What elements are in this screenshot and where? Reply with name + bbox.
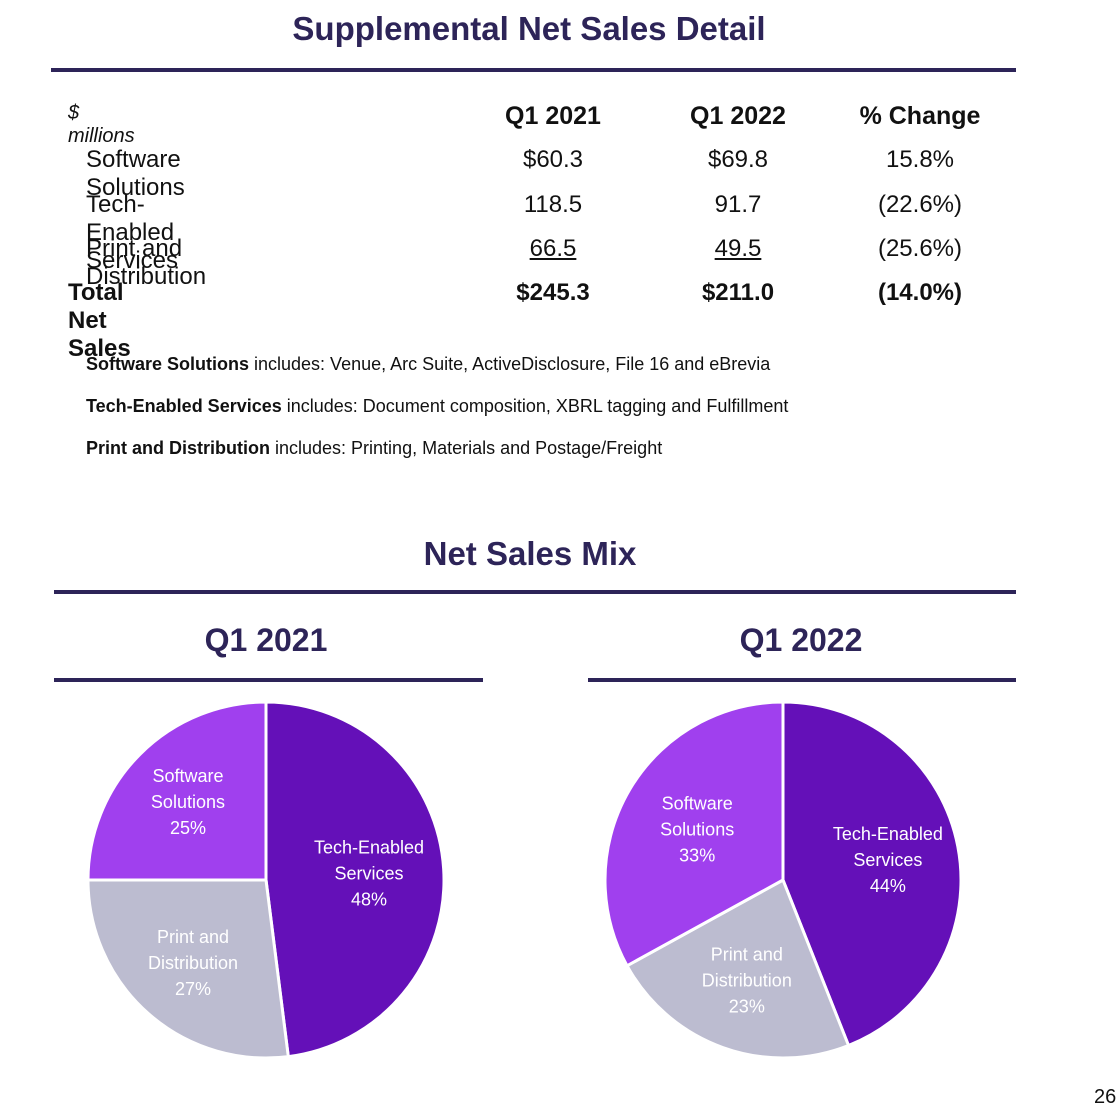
note-software-text: includes: Venue, Arc Suite, ActiveDisclo… xyxy=(249,354,771,374)
pie-category-label: Software xyxy=(152,766,223,786)
column-header-q1-2022: Q1 2022 xyxy=(690,102,786,130)
unit-label: $ millions xyxy=(68,102,135,147)
note-software-term: Software Solutions xyxy=(86,354,250,374)
pie-slice-software-solutions xyxy=(86,700,268,882)
pie-label-software-solutions: Software Solutions 25% xyxy=(151,766,225,838)
page-number: 26 xyxy=(1094,1086,1116,1108)
row-label-total-net-sales: Total Net Sales xyxy=(68,279,131,362)
note-tech-term: Tech-Enabled Services xyxy=(86,396,282,416)
net-sales-mix-title: Net Sales Mix xyxy=(423,535,637,572)
cell-tech-q1-2021: 118.5 xyxy=(523,191,583,218)
pie-category-label: Distribution xyxy=(702,970,792,990)
pie-label-software-solutions: Software Solutions 33% xyxy=(660,793,734,865)
title-divider xyxy=(51,68,1016,72)
pie-chart-q1-2021: Tech-Enabled Services 48% Print and Distribu… xyxy=(86,700,446,1060)
pie-pct-label: 48% xyxy=(351,890,387,910)
pie-category-label: Tech-Enabled xyxy=(833,824,943,844)
pie-category-label: Solutions xyxy=(151,792,225,812)
row-label-tech-enabled-services: Tech-Enabled Services xyxy=(86,191,179,274)
cell-print-q1-2022: 49.5 xyxy=(668,235,808,263)
note-tech-text: includes: Document composition, XBRL tag… xyxy=(281,396,789,416)
pie-slice-software-solutions xyxy=(603,700,785,968)
pie-category-label: Services xyxy=(335,864,404,884)
pie-slice-tech-enabled-services xyxy=(264,700,446,1059)
cell-tech-change: (22.6%) xyxy=(877,191,963,218)
column-header-pct-change: % Change xyxy=(859,102,981,130)
page-title: Supplemental Net Sales Detail xyxy=(292,10,766,47)
pie-label-print-and-distribution: Print and Distribution 27% xyxy=(148,927,238,999)
pie-label-tech-enabled-services: Tech-Enabled Services 48% xyxy=(314,838,424,910)
pie-category-label: Print and xyxy=(157,927,229,947)
pie-category-label: Distribution xyxy=(148,953,238,973)
pie-chart-q1-2022: Tech-Enabled Services 44% Print and Distribu… xyxy=(603,700,963,1060)
chart-title-q1-2022: Q1 2022 xyxy=(739,622,863,658)
chart-title-q1-2021: Q1 2021 xyxy=(204,622,328,658)
pie-category-label: Software xyxy=(662,793,733,813)
cell-total-q1-2021: $245.3 xyxy=(516,279,590,306)
note-tech-enabled-services: Tech-Enabled Services includes: Document… xyxy=(86,396,788,417)
pie-slice-print-and-distribution xyxy=(86,878,290,1060)
cell-total-q1-2022: $211.0 xyxy=(701,279,775,306)
cell-print-change: (25.6%) xyxy=(877,235,963,262)
pie-category-label: Solutions xyxy=(660,819,734,839)
pie-pct-label: 33% xyxy=(679,845,715,865)
chart-divider-q1-2022 xyxy=(588,678,1016,682)
note-print-term: Print and Distribution xyxy=(86,438,270,458)
pie-slice-print-and-distribution xyxy=(624,877,851,1060)
column-header-q1-2021: Q1 2021 xyxy=(505,102,601,130)
note-print-and-distribution: Print and Distribution includes: Printin… xyxy=(86,438,662,459)
pie-label-print-and-distribution: Print and Distribution 23% xyxy=(702,944,792,1016)
cell-software-q1-2022: $69.8 xyxy=(707,146,769,173)
pie-pct-label: 27% xyxy=(175,979,211,999)
cell-software-q1-2021: $60.3 xyxy=(522,146,584,173)
pie-slice-tech-enabled-services xyxy=(781,700,963,1048)
cell-software-change: 15.8% xyxy=(885,146,955,173)
pie-pct-label: 25% xyxy=(170,818,206,838)
mix-divider xyxy=(54,590,1016,594)
pie-category-label: Tech-Enabled xyxy=(314,838,424,858)
cell-print-q1-2021: 66.5 xyxy=(483,235,623,263)
pie-category-label: Print and xyxy=(711,944,783,964)
pie-category-label: Services xyxy=(853,850,922,870)
pie-pct-label: 23% xyxy=(729,996,765,1016)
cell-tech-q1-2022: 91.7 xyxy=(714,191,762,218)
row-label-print-and-distribution: Print and Distribution xyxy=(86,235,207,290)
row-label-software-solutions: Software Solutions xyxy=(86,146,185,201)
note-print-text: includes: Printing, Materials and Postag… xyxy=(270,438,663,458)
note-software-solutions: Software Solutions includes: Venue, Arc … xyxy=(86,354,770,375)
cell-print-q1-2022-value: 49.5 xyxy=(714,235,762,262)
cell-total-change: (14.0%) xyxy=(877,279,963,306)
chart-divider-q1-2021 xyxy=(54,678,483,682)
pie-pct-label: 44% xyxy=(870,876,906,896)
cell-print-q1-2021-value: 66.5 xyxy=(529,235,577,262)
pie-label-tech-enabled-services: Tech-Enabled Services 44% xyxy=(833,824,943,896)
